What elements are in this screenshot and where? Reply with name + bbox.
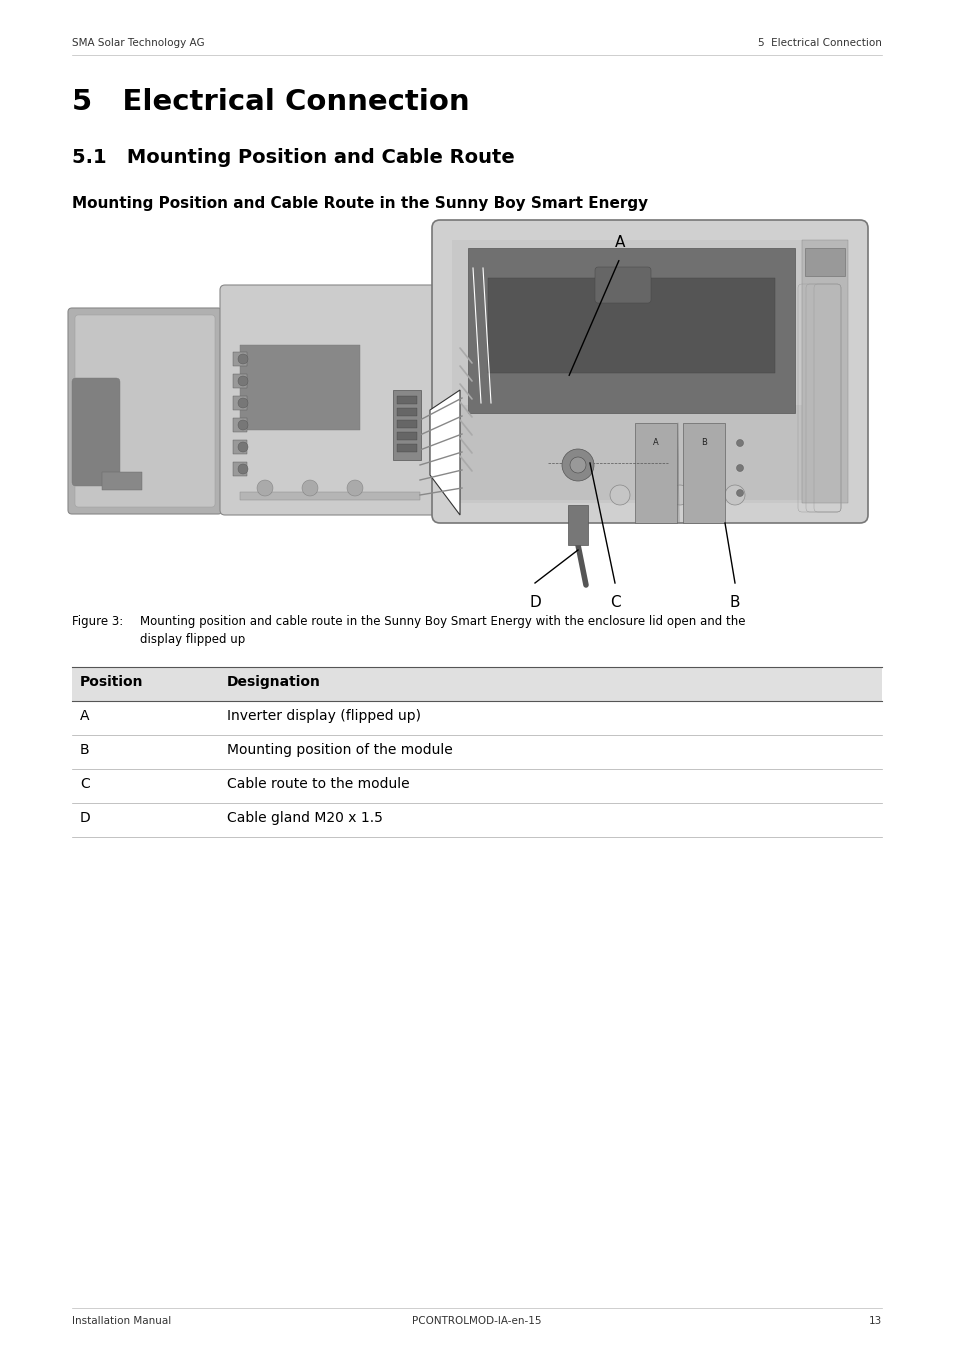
- Bar: [233, 439, 247, 454]
- Bar: [396, 396, 416, 404]
- Text: B: B: [700, 438, 706, 448]
- Bar: [488, 279, 774, 373]
- Bar: [71, 803, 882, 837]
- Circle shape: [237, 354, 248, 364]
- Text: B: B: [80, 744, 90, 757]
- Bar: [240, 492, 419, 500]
- Text: PCONTROLMOD-IA-en-15: PCONTROLMOD-IA-en-15: [412, 1315, 541, 1326]
- Bar: [635, 423, 677, 523]
- Bar: [468, 247, 794, 412]
- Text: Mounting position of the module: Mounting position of the module: [227, 744, 453, 757]
- FancyBboxPatch shape: [71, 379, 120, 485]
- Circle shape: [609, 485, 629, 506]
- Text: Figure 3:: Figure 3:: [71, 615, 123, 627]
- Bar: [393, 389, 420, 460]
- Bar: [396, 408, 416, 416]
- FancyBboxPatch shape: [595, 266, 650, 303]
- Text: D: D: [529, 595, 540, 610]
- Circle shape: [237, 464, 248, 475]
- Bar: [452, 241, 847, 503]
- Bar: [801, 241, 847, 503]
- Circle shape: [736, 465, 742, 472]
- Circle shape: [736, 439, 742, 446]
- Circle shape: [256, 480, 273, 496]
- Bar: [233, 418, 247, 433]
- Circle shape: [302, 480, 317, 496]
- Bar: [396, 433, 416, 439]
- Circle shape: [237, 442, 248, 452]
- Bar: [71, 769, 882, 803]
- Bar: [71, 667, 882, 700]
- Bar: [396, 443, 416, 452]
- Text: C: C: [609, 595, 619, 610]
- Circle shape: [724, 485, 744, 506]
- Text: C: C: [80, 777, 90, 791]
- Bar: [233, 462, 247, 476]
- Circle shape: [237, 397, 248, 408]
- Bar: [804, 247, 844, 276]
- FancyBboxPatch shape: [432, 220, 867, 523]
- Bar: [240, 345, 359, 430]
- Circle shape: [569, 457, 585, 473]
- Text: Designation: Designation: [227, 675, 320, 690]
- Text: display flipped up: display flipped up: [140, 633, 245, 646]
- FancyBboxPatch shape: [75, 315, 214, 507]
- Bar: [233, 352, 247, 366]
- Circle shape: [669, 485, 689, 506]
- Bar: [396, 420, 416, 429]
- Text: A: A: [614, 235, 624, 250]
- Circle shape: [237, 376, 248, 387]
- Bar: [452, 406, 847, 500]
- Polygon shape: [430, 389, 459, 515]
- Text: 5   Electrical Connection: 5 Electrical Connection: [71, 88, 469, 116]
- Text: 5  Electrical Connection: 5 Electrical Connection: [758, 38, 882, 49]
- Circle shape: [561, 449, 594, 481]
- Text: Cable route to the module: Cable route to the module: [227, 777, 409, 791]
- FancyBboxPatch shape: [68, 308, 222, 514]
- Text: Mounting position and cable route in the Sunny Boy Smart Energy with the enclosu: Mounting position and cable route in the…: [140, 615, 744, 627]
- Bar: [233, 375, 247, 388]
- Bar: [233, 396, 247, 410]
- Circle shape: [347, 480, 363, 496]
- Text: D: D: [80, 811, 91, 825]
- Text: SMA Solar Technology AG: SMA Solar Technology AG: [71, 38, 204, 49]
- Bar: [567, 506, 587, 545]
- Circle shape: [237, 420, 248, 430]
- Text: 5.1   Mounting Position and Cable Route: 5.1 Mounting Position and Cable Route: [71, 147, 515, 168]
- Bar: [682, 423, 724, 523]
- Bar: [71, 735, 882, 769]
- Bar: [102, 472, 142, 489]
- Text: Inverter display (flipped up): Inverter display (flipped up): [227, 708, 420, 723]
- Text: Position: Position: [80, 675, 143, 690]
- Text: Mounting Position and Cable Route in the Sunny Boy Smart Energy: Mounting Position and Cable Route in the…: [71, 196, 647, 211]
- FancyBboxPatch shape: [220, 285, 439, 515]
- Text: 13: 13: [868, 1315, 882, 1326]
- Text: Cable gland M20 x 1.5: Cable gland M20 x 1.5: [227, 811, 382, 825]
- Text: Installation Manual: Installation Manual: [71, 1315, 172, 1326]
- Text: A: A: [653, 438, 659, 448]
- Text: B: B: [729, 595, 740, 610]
- Bar: [71, 700, 882, 735]
- Circle shape: [736, 489, 742, 496]
- Text: A: A: [80, 708, 90, 723]
